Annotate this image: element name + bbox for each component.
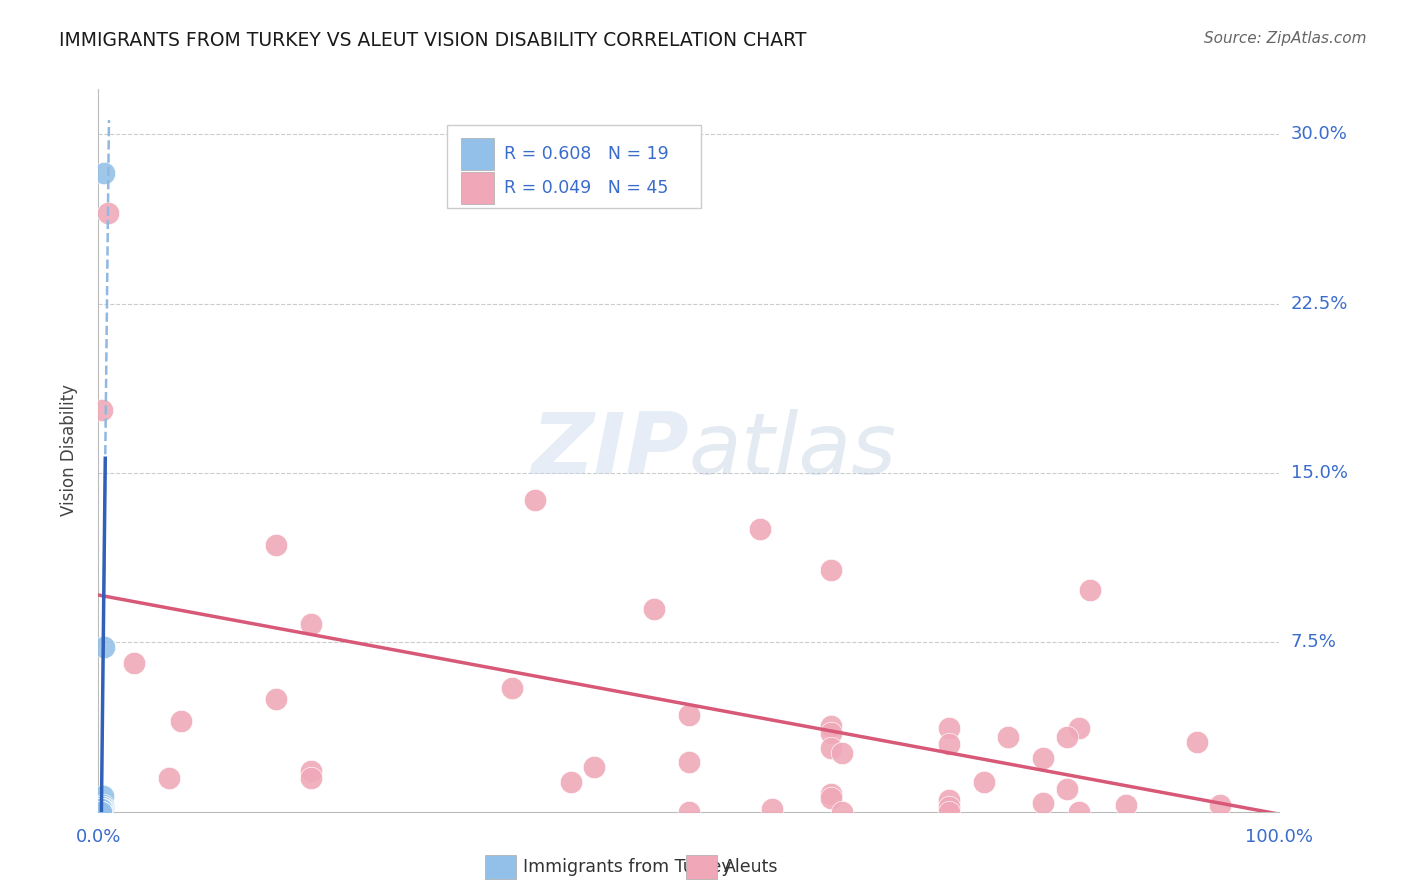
Point: [90, 805, 112, 819]
Point: [938, 805, 960, 819]
Point: [1032, 750, 1054, 764]
Point: [91, 789, 114, 803]
Y-axis label: Vision Disability: Vision Disability: [59, 384, 77, 516]
Point: [1056, 730, 1078, 744]
Point: [678, 707, 700, 722]
Point: [748, 523, 770, 537]
Point: [91, 802, 114, 816]
Point: [91, 800, 114, 814]
Point: [122, 656, 145, 670]
Point: [91, 402, 114, 417]
Point: [91, 802, 114, 816]
Point: [157, 771, 180, 785]
Point: [761, 802, 783, 816]
Point: [938, 793, 960, 807]
Point: [299, 617, 322, 632]
Point: [91, 800, 114, 814]
FancyBboxPatch shape: [447, 126, 700, 209]
Point: [90, 805, 112, 819]
Point: [91, 800, 114, 814]
Point: [820, 787, 842, 801]
Point: [820, 741, 842, 756]
Point: [264, 691, 287, 706]
Point: [831, 746, 853, 760]
Point: [678, 755, 700, 769]
Point: [90, 805, 112, 819]
Point: [90, 805, 112, 819]
Text: 7.5%: 7.5%: [1291, 633, 1337, 651]
Point: [938, 800, 960, 814]
Point: [264, 538, 287, 552]
Text: Immigrants from Turkey: Immigrants from Turkey: [523, 858, 731, 876]
Point: [1056, 782, 1078, 797]
Point: [831, 805, 853, 819]
Text: 15.0%: 15.0%: [1291, 464, 1347, 482]
Point: [820, 791, 842, 805]
Text: IMMIGRANTS FROM TURKEY VS ALEUT VISION DISABILITY CORRELATION CHART: IMMIGRANTS FROM TURKEY VS ALEUT VISION D…: [59, 31, 807, 50]
Text: R = 0.049   N = 45: R = 0.049 N = 45: [503, 179, 668, 197]
Point: [1067, 721, 1090, 735]
Point: [501, 681, 523, 695]
Point: [90, 802, 112, 816]
Point: [997, 730, 1019, 744]
Point: [678, 805, 700, 819]
Point: [90, 802, 112, 816]
Text: ZIP: ZIP: [531, 409, 689, 492]
Point: [93, 166, 115, 180]
Point: [299, 764, 322, 778]
Point: [643, 601, 665, 615]
Text: Aleuts: Aleuts: [724, 858, 779, 876]
Text: 30.0%: 30.0%: [1291, 126, 1347, 144]
Point: [97, 206, 120, 220]
Point: [1209, 797, 1232, 812]
Text: 22.5%: 22.5%: [1291, 294, 1348, 313]
Point: [90, 805, 112, 819]
Text: R = 0.608   N = 19: R = 0.608 N = 19: [503, 145, 668, 163]
Point: [91, 797, 114, 812]
Point: [90, 805, 112, 819]
Text: Source: ZipAtlas.com: Source: ZipAtlas.com: [1204, 31, 1367, 46]
Point: [820, 719, 842, 733]
Point: [1032, 796, 1054, 810]
Point: [93, 640, 115, 654]
Point: [820, 563, 842, 577]
Point: [524, 493, 547, 508]
FancyBboxPatch shape: [461, 138, 494, 170]
FancyBboxPatch shape: [461, 172, 494, 204]
Point: [1080, 583, 1102, 598]
Point: [1115, 797, 1137, 812]
Point: [90, 805, 112, 819]
Point: [938, 737, 960, 751]
Point: [820, 725, 842, 739]
Point: [1067, 805, 1090, 819]
Text: atlas: atlas: [689, 409, 897, 492]
Point: [299, 771, 322, 785]
Point: [938, 721, 960, 735]
Point: [170, 714, 193, 729]
Point: [583, 759, 606, 773]
Point: [560, 775, 582, 789]
Point: [973, 775, 995, 789]
Point: [91, 802, 114, 816]
Point: [1185, 735, 1208, 749]
